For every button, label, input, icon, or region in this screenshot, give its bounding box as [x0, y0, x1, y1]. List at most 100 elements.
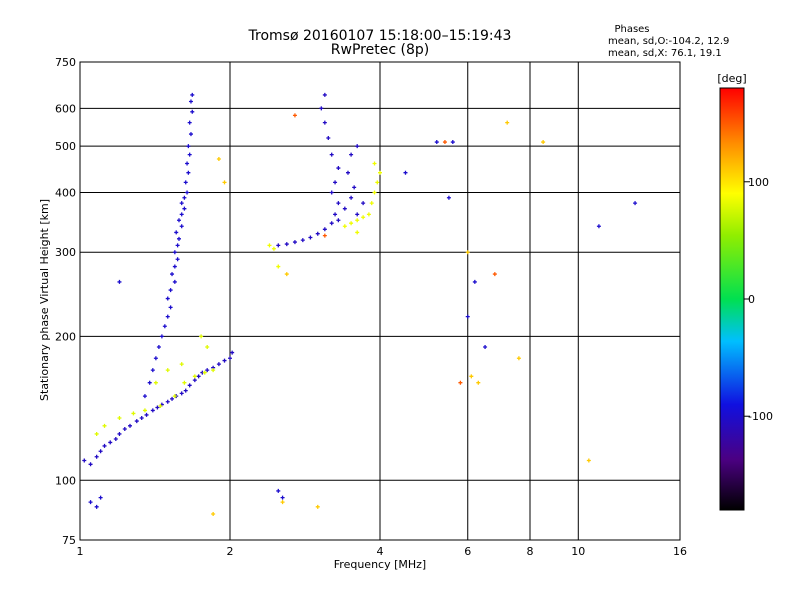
- scatter-point: [82, 458, 87, 463]
- scatter-point: [182, 195, 187, 200]
- y-tick-label: 750: [55, 56, 76, 69]
- scatter-point: [315, 504, 320, 509]
- scatter-point: [222, 358, 227, 363]
- x-tick-label: 10: [571, 545, 585, 558]
- scatter-point: [98, 495, 103, 500]
- colorbar-ticks: 100 0 -100: [744, 176, 773, 423]
- scatter-point: [284, 242, 289, 247]
- scatter-point: [172, 279, 177, 284]
- scatter-point: [98, 449, 103, 454]
- scatter-point: [122, 427, 127, 432]
- scatter-point: [183, 388, 188, 393]
- chart-subtitle: RwPretec (8p): [331, 42, 429, 58]
- phases-box-title: Phases: [614, 24, 649, 35]
- scatter-point: [128, 423, 133, 428]
- scatter-point: [280, 500, 285, 505]
- y-tick-label: 400: [55, 186, 76, 199]
- scatter-point: [168, 305, 173, 310]
- scatter-point: [355, 212, 360, 217]
- scatter-point: [541, 140, 546, 145]
- scatter-point: [322, 227, 327, 232]
- y-tick-label: 100: [55, 474, 76, 487]
- scatter-point: [349, 195, 354, 200]
- scatter-point: [446, 195, 451, 200]
- scatter-point: [188, 99, 193, 104]
- scatter-point: [336, 201, 341, 206]
- scatter-point: [142, 394, 147, 399]
- scatter-point: [586, 458, 591, 463]
- y-tick-label: 75: [62, 534, 76, 547]
- scatter-point: [179, 212, 184, 217]
- scatter-point: [450, 140, 455, 145]
- y-tick-labels: 75 100 200 300 400 500 600 750: [55, 56, 76, 547]
- scatter-point: [333, 180, 338, 185]
- scatter-point: [276, 243, 281, 248]
- scatter-point: [276, 488, 281, 493]
- scatter-point: [179, 362, 184, 367]
- scatter-point: [196, 374, 201, 379]
- scatter-point: [172, 264, 177, 269]
- scatter-point: [442, 140, 447, 145]
- scatter-point: [372, 161, 377, 166]
- scatter-point: [271, 246, 276, 251]
- scatter-point: [185, 161, 190, 166]
- scatter-point: [308, 235, 313, 240]
- phases-o-stat: mean, sd,O:-104.2, 12.9: [608, 36, 729, 47]
- scatter-point: [153, 380, 158, 385]
- scatter-point: [183, 180, 188, 185]
- scatter-point: [326, 136, 331, 141]
- scatter-point: [361, 215, 366, 220]
- scatter-point: [596, 224, 601, 229]
- scatter-point: [483, 345, 488, 350]
- scatter-point: [102, 423, 107, 428]
- scatter-point: [267, 243, 272, 248]
- scatter-point: [205, 345, 210, 350]
- scatter-point: [170, 272, 175, 277]
- scatter-point: [158, 404, 163, 409]
- scatter-point: [188, 132, 193, 137]
- scatter-point: [369, 201, 374, 206]
- y-tick-label: 300: [55, 246, 76, 259]
- scatter-point: [186, 144, 191, 149]
- scatter-point: [187, 120, 192, 125]
- scatter-point: [342, 224, 347, 229]
- scatter-point: [319, 106, 324, 111]
- scatter-point: [322, 233, 327, 238]
- colorbar-tick-label: -100: [748, 410, 773, 423]
- scatter-point: [88, 462, 93, 467]
- scatter-point: [176, 218, 181, 223]
- y-tick-label: 500: [55, 140, 76, 153]
- scatter-point: [153, 356, 158, 361]
- scatter-point: [205, 368, 210, 373]
- scatter-point: [322, 120, 327, 125]
- x-tick-label: 1: [77, 545, 84, 558]
- scatter-point: [186, 170, 191, 175]
- scatter-point: [139, 415, 144, 420]
- scatter-point: [476, 380, 481, 385]
- scatter-point: [292, 240, 297, 245]
- scatter-point: [222, 180, 227, 185]
- scatter-point: [172, 394, 177, 399]
- scatter-point: [342, 206, 347, 211]
- scatter-point: [192, 374, 197, 379]
- scatter-point: [329, 221, 334, 226]
- scatter-point: [156, 345, 161, 350]
- scatter-point: [202, 370, 207, 375]
- scatter-point: [179, 224, 184, 229]
- scatter-point: [378, 170, 382, 175]
- scatter-point: [175, 257, 180, 262]
- scatter-point: [230, 350, 235, 355]
- scatter-point: [165, 296, 170, 301]
- scatter-point: [434, 140, 439, 145]
- scatter-point: [300, 238, 305, 243]
- scatter-point: [172, 250, 177, 255]
- scatter-point: [174, 230, 179, 235]
- scatter-point: [108, 440, 113, 445]
- scatter-point: [284, 272, 289, 277]
- scatter-point: [403, 170, 408, 175]
- scatter-point: [175, 243, 180, 248]
- x-tick-label: 2: [227, 545, 234, 558]
- scatter-point: [322, 92, 327, 97]
- scatter-point: [88, 500, 93, 505]
